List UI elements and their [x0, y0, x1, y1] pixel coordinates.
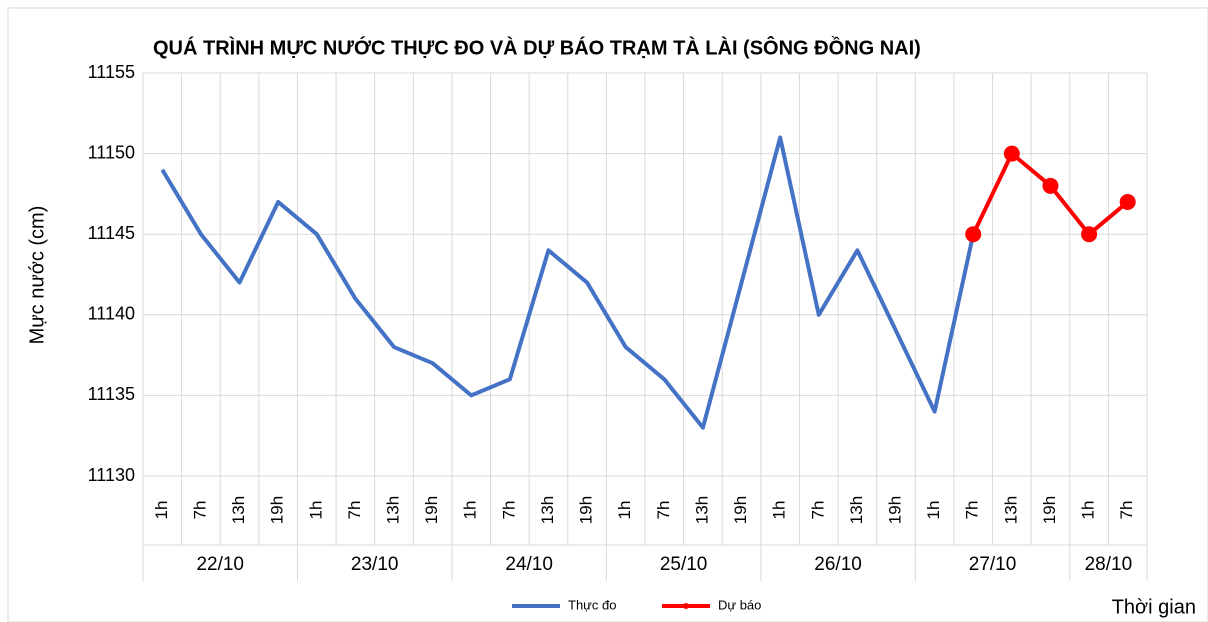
legend-label: Dự báo: [718, 597, 761, 612]
x-tick-label: 19h: [1040, 496, 1059, 524]
y-tick-label: 11140: [88, 304, 135, 324]
x-tick-label: 19h: [885, 496, 904, 524]
x-tick-label: 13h: [383, 496, 402, 524]
x-tick-label: 19h: [577, 496, 596, 524]
point-marker: [1081, 226, 1098, 243]
x-tick-label: 1h: [770, 501, 789, 520]
y-tick-label: 11130: [88, 465, 135, 485]
y-axis-title: Mực nước (cm): [26, 206, 48, 345]
series-line: [160, 135, 976, 430]
y-tick-label: 11135: [88, 384, 135, 404]
x-tick-label: 13h: [692, 496, 711, 524]
x-tick-label: 1h: [461, 501, 480, 520]
chart-title: QUÁ TRÌNH MỰC NƯỚC THỰC ĐO VÀ DỰ BÁO TRẠ…: [153, 35, 921, 59]
x-tick-label: 13h: [229, 496, 248, 524]
x-tick-label: 7h: [190, 501, 209, 520]
x-tick-label: 1h: [152, 501, 171, 520]
point-marker: [1003, 145, 1020, 162]
x-tick-label: 19h: [268, 496, 287, 524]
x-tick-label: 13h: [1001, 496, 1020, 524]
y-tick-label: 11145: [88, 223, 135, 243]
x-tick-label: 7h: [345, 501, 364, 520]
date-label: 22/10: [196, 554, 244, 575]
x-tick-label: 7h: [654, 501, 673, 520]
y-tick-label: 11150: [88, 142, 135, 162]
date-label: 26/10: [814, 554, 862, 575]
x-axis-title: Thời gian: [1112, 596, 1196, 618]
x-tick-label: 1h: [306, 501, 325, 520]
point-marker: [965, 226, 982, 243]
date-label: 24/10: [505, 554, 553, 575]
x-tick-label: 1h: [615, 501, 634, 520]
x-tick-label: 13h: [847, 496, 866, 524]
x-tick-label: 7h: [963, 501, 982, 520]
date-label: 23/10: [351, 554, 399, 575]
point-marker: [1119, 193, 1136, 210]
x-tick-label: 1h: [1079, 501, 1098, 520]
date-label: 27/10: [969, 554, 1017, 575]
x-tick-label: 19h: [731, 496, 750, 524]
date-label: 28/10: [1085, 554, 1133, 575]
legend-marker: [683, 603, 689, 609]
date-label: 25/10: [660, 554, 708, 575]
x-tick-label: 7h: [1117, 501, 1136, 520]
legend-label: Thực đo: [568, 597, 616, 612]
y-tick-label: 11155: [88, 62, 135, 82]
x-tick-label: 7h: [808, 501, 827, 520]
x-tick-label: 19h: [422, 496, 441, 524]
x-tick-label: 7h: [499, 501, 518, 520]
x-tick-label: 1h: [924, 501, 943, 520]
point-marker: [1042, 177, 1059, 194]
x-tick-label: 13h: [538, 496, 557, 524]
